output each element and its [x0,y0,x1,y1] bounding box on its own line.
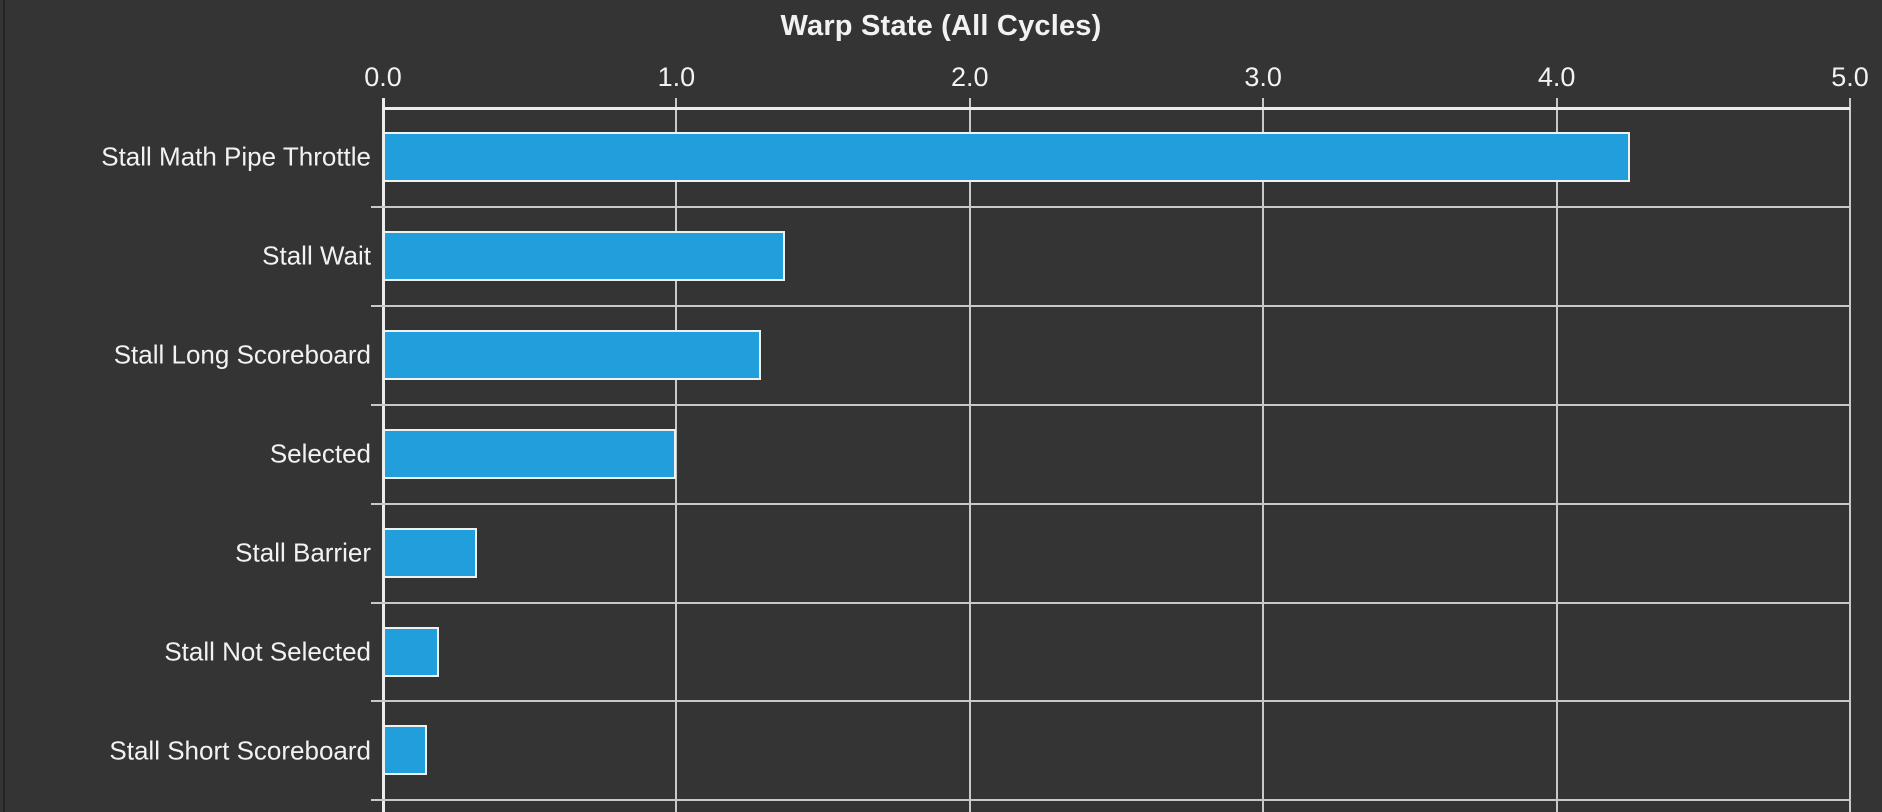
bar [383,230,785,281]
category-label: Stall Wait [262,240,371,271]
row-gridline [371,700,1850,703]
category-label: Stall Not Selected [164,636,371,667]
x-tick-label: 1.0 [657,62,696,92]
row-gridline [371,601,1850,604]
bar [383,329,762,380]
category-label: Stall Short Scoreboard [109,735,371,766]
x-axis-line [383,106,1850,110]
x-gridline [1849,98,1851,812]
category-label: Stall Barrier [235,537,371,568]
row-gridline [371,304,1850,307]
row-gridline [371,502,1850,505]
bar [383,428,677,479]
panel-left-border [3,0,5,812]
x-tick-label: 2.0 [951,62,989,92]
row-gridline [371,403,1850,406]
x-tick-label: 0.0 [364,62,402,92]
x-tick-label: 5.0 [1831,62,1869,92]
x-gridline [968,98,971,812]
bar [383,527,477,578]
category-label: Stall Math Pipe Throttle [101,141,371,172]
x-gridline [1262,98,1265,812]
x-tick-label: 3.0 [1244,62,1282,92]
category-label: Selected [269,438,371,469]
x-tick-label: 4.0 [1537,62,1576,92]
chart-title: Warp State (All Cycles) [780,10,1102,42]
row-gridline [371,205,1850,208]
bar [383,725,427,776]
x-gridline [675,98,678,812]
x-gridline [1555,98,1558,812]
category-label: Stall Long Scoreboard [113,339,371,370]
bar [383,132,1630,182]
row-gridline [371,799,1850,802]
bar [383,626,439,677]
